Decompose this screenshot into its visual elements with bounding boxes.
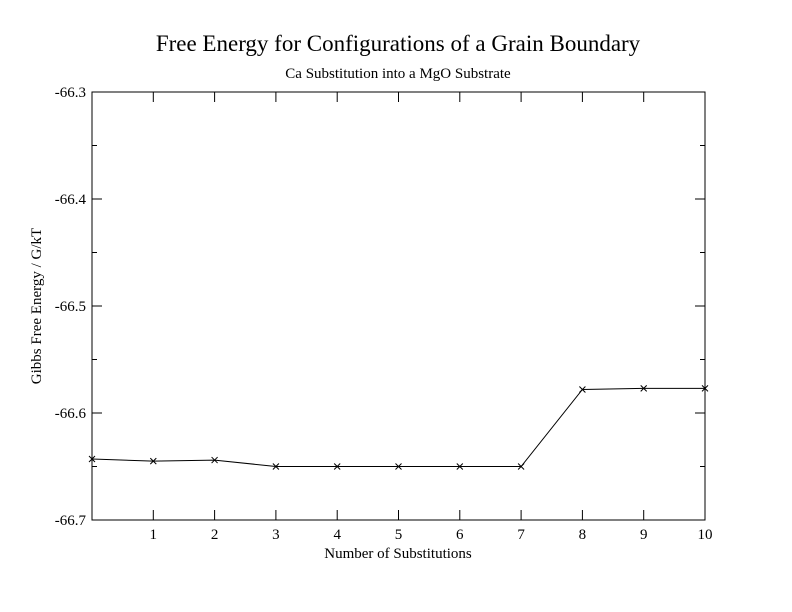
data-point: [88, 455, 96, 463]
plot-frame: [91, 91, 706, 521]
data-point: [333, 463, 341, 470]
data-point: [517, 463, 525, 470]
data-point: [579, 386, 586, 393]
y-tick-label: -66.5: [55, 299, 86, 315]
x-tick-label: 2: [211, 527, 219, 543]
axis-ticks: [92, 91, 706, 521]
data-point: [456, 463, 464, 470]
data-point: [701, 385, 709, 392]
y-tick-label: -66.3: [55, 85, 86, 101]
x-tick-label: 4: [333, 527, 341, 543]
data-point: [149, 457, 157, 465]
x-tick-label: 7: [517, 527, 525, 543]
data-point: [211, 456, 218, 464]
data-series: [88, 385, 709, 470]
data-point: [640, 385, 648, 392]
x-tick-label: 1: [150, 527, 158, 543]
y-axis-label: Gibbs Free Energy / G/kT: [29, 228, 45, 384]
x-tick-label: 5: [395, 527, 403, 543]
x-tick-label: 3: [272, 527, 280, 543]
x-tick-label: 8: [579, 527, 587, 543]
data-point: [395, 463, 402, 470]
x-tick-label: 9: [640, 527, 648, 543]
x-tick-label: 6: [456, 527, 464, 543]
series-line: [91, 387, 705, 467]
chart-subtitle: Ca Substitution into a MgO Substrate: [285, 66, 511, 82]
chart-title: Free Energy for Configurations of a Grai…: [156, 31, 641, 56]
x-axis-label: Number of Substitutions: [324, 546, 472, 562]
data-point: [272, 463, 280, 470]
x-tick-label: 10: [698, 527, 713, 543]
y-tick-label: -66.7: [55, 513, 87, 529]
y-tick-label: -66.4: [55, 192, 87, 208]
tick-labels: 1 2 3 4 5 6 7 8 9 10 -66.3 -66.4 -66.5 -66.6 -66.7: [55, 85, 713, 543]
y-tick-label: -66.6: [55, 406, 87, 422]
